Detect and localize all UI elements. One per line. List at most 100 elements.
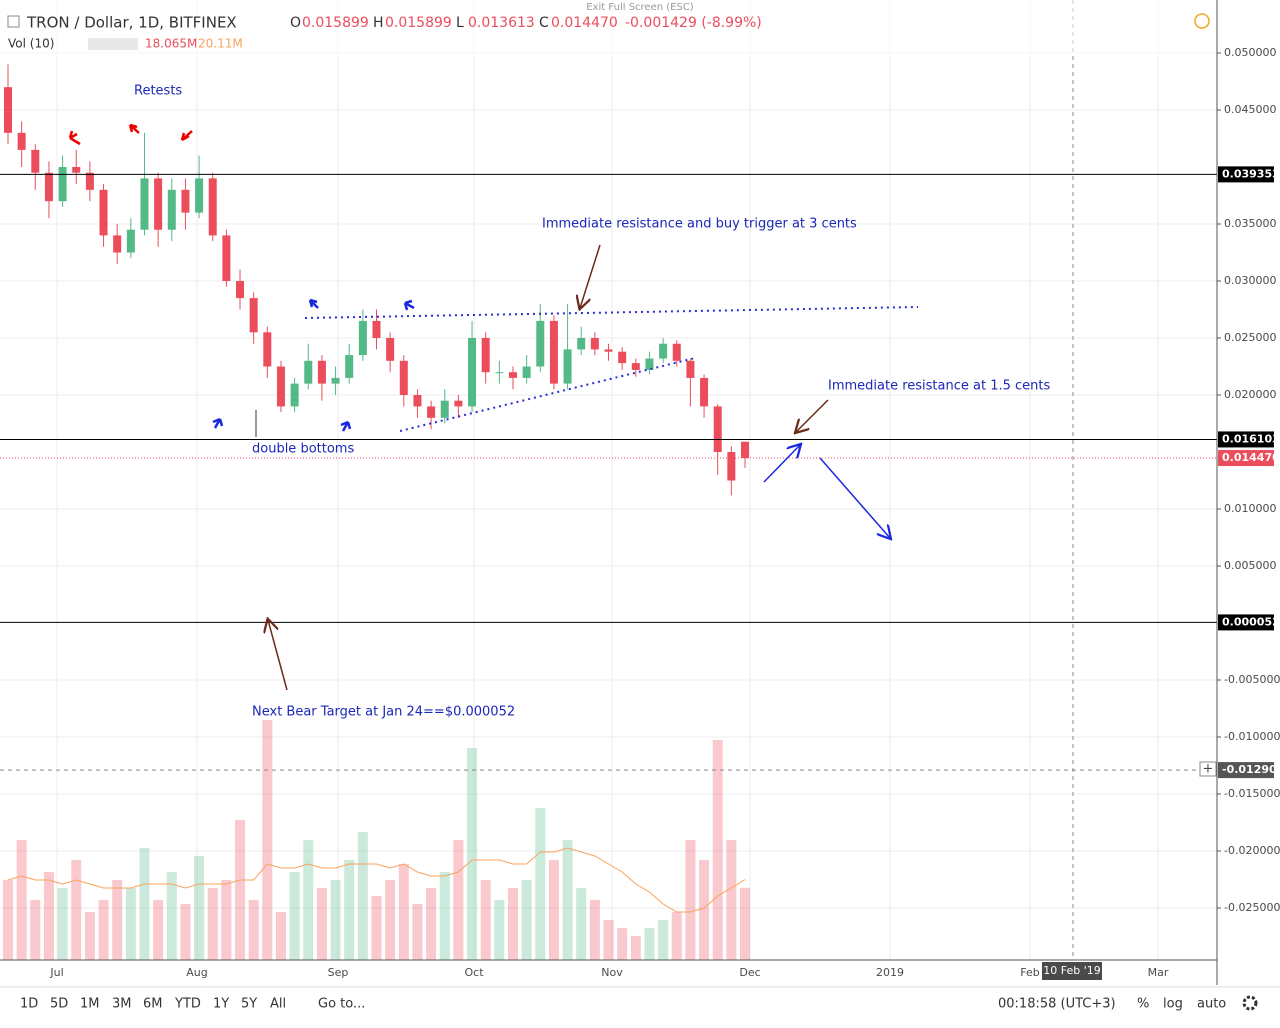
y-tick-label: 0.020000: [1224, 388, 1277, 401]
volume-bar: [84, 912, 95, 960]
y-tick-label: -0.025000: [1224, 901, 1280, 914]
log-toggle[interactable]: log: [1163, 997, 1183, 1012]
x-tick-label: Dec: [739, 966, 760, 979]
volume-bar: [494, 900, 505, 960]
arrow: [763, 445, 800, 483]
arrow: [128, 123, 140, 134]
annotation: Immediate resistance at 1.5 cents: [828, 379, 1050, 394]
range-button[interactable]: 5D: [50, 997, 68, 1012]
ohlc-value: 0.015899: [385, 15, 452, 31]
volume-ma-value: 20.11M: [198, 37, 243, 51]
range-button[interactable]: 1Y: [213, 997, 229, 1012]
plus-button[interactable]: [1199, 761, 1217, 777]
x-tick-label: Aug: [186, 966, 207, 979]
level-label-box: [1218, 614, 1274, 631]
annotation: Retests: [134, 84, 182, 99]
ohlc-key: H: [373, 15, 384, 31]
candle-body: [72, 167, 81, 173]
volume-bar: [16, 840, 27, 960]
volume-bar: [344, 860, 355, 960]
volume-bar: [112, 880, 123, 960]
y-tick-label: 0.050000: [1224, 46, 1277, 59]
candle-body: [44, 172, 53, 202]
arrow: [268, 620, 288, 691]
annotation: Next Bear Target at Jan 24==$0.000052: [252, 705, 515, 720]
candle-body: [31, 149, 40, 173]
range-button[interactable]: 6M: [143, 997, 163, 1012]
alert-icon[interactable]: [1194, 13, 1210, 29]
x-tick-label: 2019: [876, 966, 904, 979]
range-button[interactable]: 3M: [112, 997, 132, 1012]
volume-bar: [480, 880, 491, 960]
level-label-box: [1218, 166, 1274, 183]
candle-body: [672, 343, 681, 361]
volume-bar: [671, 912, 682, 960]
clock: 00:18:58 (UTC+3): [998, 997, 1116, 1012]
volume-bar: [330, 880, 341, 960]
volume-bar: [453, 840, 464, 960]
trendline: [399, 357, 696, 432]
range-button[interactable]: 5Y: [241, 997, 257, 1012]
candle-body: [290, 383, 299, 407]
volume-bar: [71, 860, 82, 960]
header-bg: [0, 0, 1216, 56]
x-tick-label: Mar: [1148, 966, 1169, 979]
candle-body: [413, 395, 422, 407]
y-tick-label: -0.015000: [1224, 787, 1280, 800]
candle-body: [659, 343, 668, 359]
arrow: [580, 244, 601, 308]
indicator-buttons[interactable]: [88, 38, 138, 50]
candle-body: [167, 189, 176, 230]
candle-body: [495, 372, 504, 374]
volume-bar: [726, 840, 737, 960]
plus-icon[interactable]: +: [1203, 762, 1214, 777]
volume-bar: [699, 860, 710, 960]
volume-bar: [603, 920, 614, 960]
range-button[interactable]: 1D: [20, 997, 38, 1012]
arrow: [340, 420, 352, 432]
range-button[interactable]: YTD: [174, 997, 201, 1012]
volume-bar: [235, 820, 246, 960]
y-tick-label: 0.030000: [1224, 274, 1277, 287]
candle-body: [140, 178, 149, 230]
level-label: 0.014470: [1222, 451, 1280, 464]
arrow: [819, 457, 890, 538]
symbol-title[interactable]: TRON / Dollar, 1D, BITFINEX: [26, 14, 237, 32]
candle-body: [468, 338, 477, 407]
candle-body: [604, 349, 613, 352]
candle-body: [222, 235, 231, 282]
volume-bar: [535, 808, 546, 960]
range-button[interactable]: 1M: [80, 997, 100, 1012]
arrow: [796, 399, 829, 432]
candle-body: [549, 320, 558, 384]
volume-ma-line: [7, 847, 746, 913]
percent-toggle[interactable]: %: [1137, 997, 1149, 1012]
goto[interactable]: Go to...: [318, 997, 365, 1012]
y-tick-label: 0.005000: [1224, 559, 1277, 572]
candle-body: [508, 372, 517, 378]
candle-body: [276, 366, 285, 407]
collapse-button[interactable]: [7, 15, 20, 28]
exit-fullscreen[interactable]: Exit Full Screen (ESC): [586, 2, 694, 13]
candle-body: [331, 377, 340, 384]
candle-body: [645, 358, 654, 370]
auto-toggle[interactable]: auto: [1197, 997, 1226, 1012]
candle-body: [304, 360, 313, 384]
volume-bar: [385, 880, 396, 960]
range-button[interactable]: All: [270, 997, 286, 1012]
candle-body: [154, 178, 163, 230]
candle-body: [181, 189, 190, 213]
volume-bar: [589, 900, 600, 960]
volume-bar: [412, 904, 423, 960]
volume-bar: [617, 928, 628, 960]
x-tick-label: Feb: [1020, 966, 1039, 979]
candle-body: [563, 349, 572, 384]
volume-bar: [576, 888, 587, 960]
x-tick-label: Nov: [601, 966, 623, 979]
volume-bar: [153, 900, 164, 960]
crosshair-label: 10 Feb '19: [1043, 964, 1101, 977]
level-label: 0.039353: [1222, 167, 1280, 180]
settings-icon[interactable]: [1242, 995, 1258, 1011]
volume-bar: [275, 912, 286, 960]
candle-body: [577, 338, 586, 350]
